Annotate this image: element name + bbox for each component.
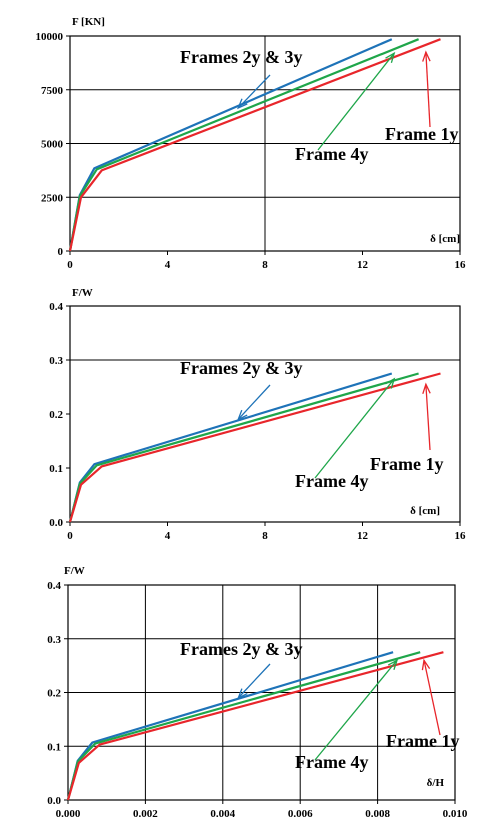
annotation-label: Frames 2y & 3y (180, 358, 302, 378)
annotation-arrowhead (387, 658, 399, 671)
annotation-label: Frames 2y & 3y (180, 639, 302, 659)
annotation-label: Frame 1y (386, 731, 459, 751)
x-tick-label: 0.004 (210, 808, 235, 820)
annotation-arrow-line (317, 52, 395, 151)
y-tick-label: 0.0 (47, 795, 61, 807)
y-axis-label: F/W (64, 565, 85, 577)
annotation-arrow-line (237, 384, 271, 420)
y-tick-label: 0.1 (47, 741, 61, 753)
annotation-arrow-line (237, 74, 271, 109)
x-tick-label: 0.002 (133, 808, 158, 820)
y-tick-label: 0.3 (49, 355, 63, 367)
annotation-label: Frame 4y (295, 752, 368, 772)
y-tick-label: 2500 (41, 192, 64, 204)
x-axis-label: δ/H (427, 777, 445, 789)
annotation-arrow-line (237, 663, 271, 699)
annotation-label: Frame 4y (295, 471, 368, 491)
annotation-label: Frame 1y (385, 124, 458, 144)
y-tick-label: 5000 (41, 139, 64, 151)
series-line-frame-4y (66, 651, 421, 801)
x-axis-label: δ [cm] (410, 505, 440, 517)
series-line-frame-1y (66, 651, 444, 801)
x-tick-label: 0.008 (365, 808, 390, 820)
annotation-arrow-line (423, 660, 441, 736)
x-tick-label: 12 (357, 259, 369, 271)
x-tick-label: 0.010 (443, 808, 468, 820)
y-tick-label: 0.2 (49, 409, 63, 421)
plot-area (69, 305, 461, 523)
x-tick-label: 0.006 (288, 808, 313, 820)
y-tick-label: 0 (58, 246, 64, 258)
y-axis-label: F/W (72, 287, 93, 299)
y-tick-label: 0.4 (47, 580, 61, 592)
y-tick-label: 7500 (41, 85, 64, 97)
annotation-arrowhead (385, 51, 396, 63)
annotation-arrowhead (236, 98, 248, 110)
series-line-frame-1y (68, 372, 441, 523)
y-tick-label: 10000 (36, 31, 64, 43)
chart-panel-2: 0.0 0.1 0.2 0.3 0.4 0 4 8 12 16 F/W δ [cm] Frames 2y… (49, 287, 466, 542)
annotation-arrowhead (237, 688, 248, 700)
annotation-arrow-line (314, 378, 395, 479)
y-tick-label: 0.4 (49, 301, 63, 313)
annotation-arrow-line (314, 659, 398, 761)
x-tick-label: 0 (67, 259, 73, 271)
x-axis-label: δ [cm] (430, 233, 460, 245)
annotation-label: Frame 1y (370, 454, 443, 474)
annotation-label: Frames 2y & 3y (180, 47, 302, 67)
y-axis-label: F [KN] (72, 16, 105, 28)
x-tick-label: 8 (262, 530, 268, 542)
y-tick-label: 0.3 (47, 634, 61, 646)
x-tick-label: 0 (67, 530, 73, 542)
x-tick-label: 4 (165, 259, 171, 271)
series-line-frame-4y (68, 372, 419, 523)
annotation-arrow-line (425, 52, 431, 128)
annotation-arrowhead (422, 50, 431, 62)
annotation-arrowhead (385, 377, 396, 389)
annotation-arrowhead (421, 658, 431, 671)
annotation-arrowhead (422, 382, 431, 395)
annotation-label: Frame 4y (295, 144, 368, 164)
x-tick-label: 12 (357, 530, 369, 542)
y-tick-label: 0.2 (47, 688, 61, 700)
x-tick-label: 0.000 (56, 808, 81, 820)
x-tick-label: 8 (262, 259, 268, 271)
x-tick-label: 4 (165, 530, 171, 542)
y-tick-label: 0.1 (49, 463, 63, 475)
chart-panel-3: 0.0 0.1 0.2 0.3 0.4 0.000 0.002 0.004 0.006 0.008… (47, 565, 468, 820)
y-tick-label: 0.0 (49, 517, 63, 529)
annotation-arrowhead (237, 409, 248, 421)
annotation-arrow-line (425, 384, 431, 451)
x-tick-label: 16 (455, 259, 467, 271)
x-tick-label: 16 (455, 530, 467, 542)
chart-panel-1: 0 2500 5000 7500 10000 0 4 8 12 16 F [KN] δ [cm] Fra… (36, 16, 467, 271)
series-line-frame-1y (68, 38, 441, 252)
